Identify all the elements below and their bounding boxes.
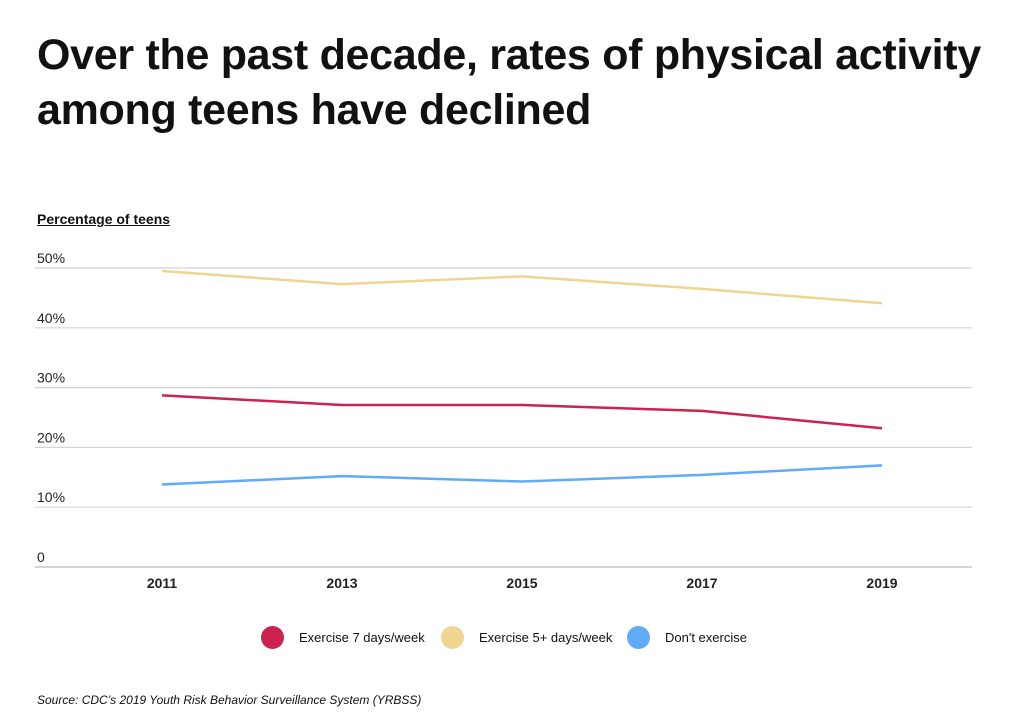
legend-item: Exercise 5+ days/week <box>441 626 612 649</box>
series-line <box>161 269 883 305</box>
y-tick-label: 50% <box>37 250 65 266</box>
y-tick-label: 20% <box>37 429 65 445</box>
series-line <box>161 394 883 430</box>
legend-label: Don't exercise <box>665 630 747 645</box>
x-tick-label: 2015 <box>506 575 537 591</box>
legend-marker-icon <box>441 626 464 649</box>
y-tick-label: 10% <box>37 489 65 505</box>
legend-item: Don't exercise <box>627 626 747 649</box>
y-tick-label: 40% <box>37 310 65 326</box>
legend-marker-icon <box>627 626 650 649</box>
line-chart: 0 10% 20% 30% 40% 50% 2011 2013 2015 2017 2019 <box>35 250 972 591</box>
series-line <box>161 464 883 486</box>
chart-title: Over the past decade, rates of physical … <box>37 31 981 134</box>
y-tick-label: 30% <box>37 370 65 386</box>
y-axis-label: Percentage of teens <box>37 211 171 227</box>
legend-label: Exercise 7 days/week <box>299 630 425 645</box>
y-tick-label: 0 <box>37 549 45 565</box>
x-tick-label: 2017 <box>686 575 717 591</box>
x-tick-label: 2011 <box>147 575 178 591</box>
source-note: Source: CDC’s 2019 Youth Risk Behavior S… <box>37 693 422 707</box>
legend-label: Exercise 5+ days/week <box>479 630 613 645</box>
x-tick-label: 2019 <box>866 575 897 591</box>
x-tick-label: 2013 <box>326 575 357 591</box>
legend-marker-icon <box>261 626 284 649</box>
legend-item: Exercise 7 days/week <box>261 626 425 649</box>
